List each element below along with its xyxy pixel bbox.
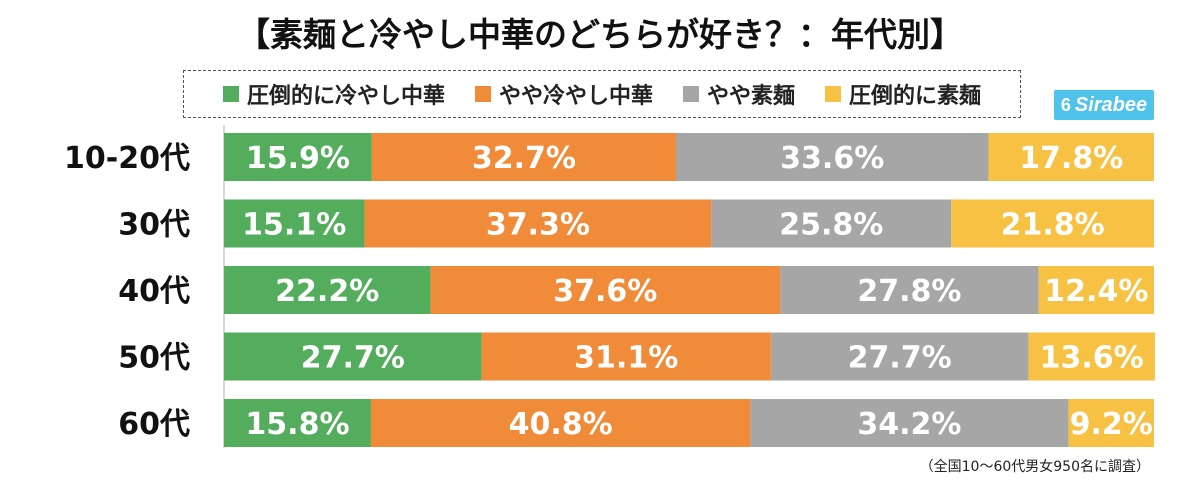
- legend-swatch: [683, 86, 699, 102]
- bar-segment: [770, 332, 1029, 381]
- data-label: 27.8%: [857, 274, 961, 309]
- bar-segment: [224, 266, 431, 314]
- category-label: 10-20代: [64, 141, 190, 176]
- legend-swatch: [474, 86, 491, 102]
- data-label: 17.8%: [1019, 141, 1123, 176]
- data-label: 34.2%: [857, 407, 961, 442]
- bar-segment: [780, 266, 1039, 314]
- bar-segment: [1028, 332, 1155, 381]
- legend-item: やや素麺: [683, 78, 795, 110]
- survey-note: （全国10〜60代男女950名に調査）: [919, 459, 1150, 475]
- category-label: 40代: [118, 274, 190, 309]
- data-label: 27.7%: [301, 341, 405, 376]
- bar-segment: [370, 399, 751, 447]
- chart-title: 【素麺と冷やし中華のどちらが好き？：年代別】: [237, 15, 963, 54]
- data-label: 37.3%: [486, 208, 590, 243]
- legend-item: やや冷やし中華: [474, 78, 653, 110]
- data-label: 21.8%: [1001, 208, 1105, 243]
- bar-segment: [951, 199, 1154, 248]
- data-label: 9.2%: [1070, 407, 1153, 442]
- bar-segment: [1068, 399, 1154, 447]
- data-label: 22.2%: [275, 274, 379, 309]
- data-label: 25.8%: [779, 208, 883, 243]
- bar-segment: [224, 199, 365, 248]
- data-label: 15.8%: [245, 407, 349, 442]
- category-label: 30代: [118, 208, 190, 243]
- data-label: 12.4%: [1044, 274, 1148, 309]
- legend-label: やや素麺: [707, 84, 796, 109]
- bar-segment: [750, 399, 1069, 447]
- bar-segment: [224, 133, 372, 181]
- legend-label: 圧倒的に冷やし中華: [246, 84, 445, 109]
- brand-icon: 6: [1060, 94, 1071, 115]
- bar-segment: [988, 133, 1154, 181]
- data-label: 33.6%: [780, 141, 884, 176]
- data-label: 15.1%: [242, 208, 346, 243]
- bar-segment: [675, 133, 989, 181]
- bar-segment: [430, 266, 781, 314]
- bar-segment: [364, 199, 712, 248]
- data-label: 27.7%: [848, 341, 952, 376]
- legend-swatch: [825, 86, 842, 102]
- legend-item: 圧倒的に素麺: [825, 78, 981, 110]
- bar-segment: [481, 332, 771, 381]
- data-label: 37.6%: [553, 274, 657, 309]
- bar-segment: [711, 199, 952, 248]
- bar-segment: [224, 332, 482, 381]
- legend-label: やや冷やし中華: [498, 84, 653, 109]
- legend-label: 圧倒的に素麺: [849, 84, 982, 109]
- category-label: 60代: [118, 407, 190, 442]
- category-label: 50代: [118, 341, 190, 376]
- legend: 圧倒的に冷やし中華 やや冷やし中華 やや素麺 圧倒的に素麺: [183, 70, 1021, 118]
- bar-segment: [371, 133, 676, 181]
- data-label: 15.9%: [246, 141, 350, 176]
- bar-segment: [1038, 266, 1154, 314]
- bars-group: 10-20代 15.9% 32.7% 33.6% 17.8% 30代 15.1% 37.3% 2…: [64, 133, 1155, 447]
- legend-swatch: [222, 86, 239, 102]
- data-label: 40.8%: [509, 407, 613, 442]
- bar-segment: [224, 399, 371, 447]
- data-label: 32.7%: [472, 141, 576, 176]
- data-label: 13.6%: [1040, 341, 1144, 376]
- brand-logo: 6 Sirabee: [1054, 90, 1154, 120]
- legend-item: 圧倒的に冷やし中華: [222, 78, 445, 110]
- data-label: 31.1%: [574, 341, 678, 376]
- brand-name: Sirabee: [1074, 93, 1148, 116]
